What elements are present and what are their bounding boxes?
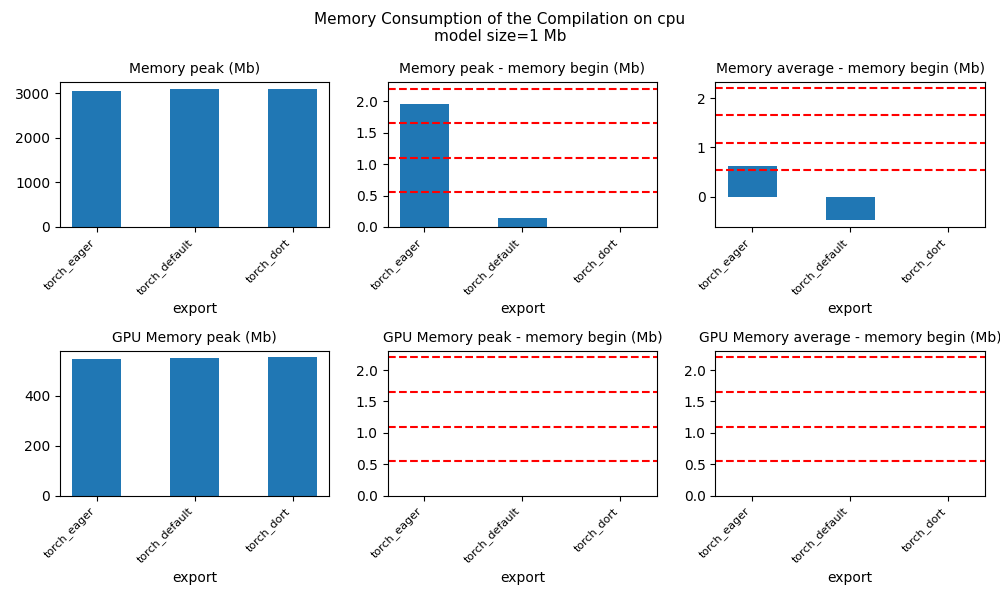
X-axis label: export: export [500,302,545,316]
Bar [170,358,219,496]
Bar [400,104,449,227]
Bar [72,359,121,496]
Bar [728,166,777,197]
Title: Memory peak - memory begin (Mb): Memory peak - memory begin (Mb) [399,62,645,76]
X-axis label: export: export [828,302,873,316]
Title: GPU Memory peak (Mb): GPU Memory peak (Mb) [112,331,277,345]
Title: GPU Memory average - memory begin (Mb): GPU Memory average - memory begin (Mb) [699,331,1000,345]
X-axis label: export: export [828,571,873,585]
Title: Memory peak (Mb): Memory peak (Mb) [129,62,260,76]
X-axis label: export: export [172,302,217,316]
Bar [268,89,317,227]
Title: GPU Memory peak - memory begin (Mb): GPU Memory peak - memory begin (Mb) [383,331,662,345]
Bar [170,89,219,227]
Bar [826,197,875,220]
Bar [498,218,547,227]
X-axis label: export: export [500,571,545,585]
Title: Memory average - memory begin (Mb): Memory average - memory begin (Mb) [716,62,985,76]
Bar [72,91,121,227]
X-axis label: export: export [172,571,217,585]
Text: Memory Consumption of the Compilation on cpu
model size=1 Mb: Memory Consumption of the Compilation on… [314,12,686,44]
Bar [268,358,317,496]
